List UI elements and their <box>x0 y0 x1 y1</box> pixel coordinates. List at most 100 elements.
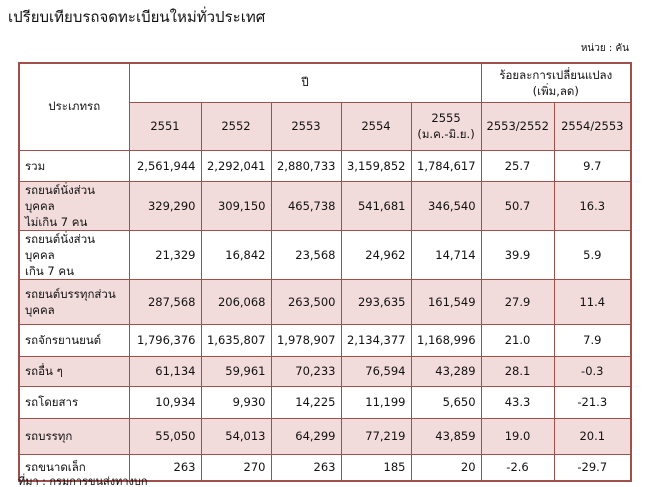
value-cell: 263 <box>128 453 202 482</box>
value-cell: 24,962 <box>340 229 412 280</box>
value-cell: 293,635 <box>340 278 412 325</box>
value-cell: 465,738 <box>270 180 342 231</box>
value-cell: -29.7 <box>553 453 632 482</box>
value-cell: -21.3 <box>553 385 632 419</box>
value-cell: 2,134,377 <box>340 323 412 357</box>
value-cell: 185 <box>340 453 412 482</box>
value-cell: 23,568 <box>270 229 342 280</box>
data-row: รถจักรยานยนต์ 1,796,376 1,635,807 1,978,907… <box>18 323 632 357</box>
value-cell: 5.9 <box>553 229 632 280</box>
text-line: รถยนต์นั่งส่วนบุคคล <box>25 182 96 213</box>
value-cell: 1,784,617 <box>410 149 482 182</box>
value-cell: 2,561,944 <box>128 149 202 182</box>
value-cell: -2.6 <box>480 453 555 482</box>
header-cell: 2555 (ม.ค.-มิ.ย.) <box>410 101 482 151</box>
value-cell: 5,650 <box>410 385 482 419</box>
value-cell: 541,681 <box>340 180 412 231</box>
header-cell: ปี <box>128 62 482 103</box>
value-cell: 55,050 <box>128 417 202 455</box>
value-cell: 19.0 <box>480 417 555 455</box>
data-row: รถบรรทุก 55,050 54,013 64,299 77,219 43,859 19… <box>18 417 632 455</box>
value-cell: 14,225 <box>270 385 342 419</box>
value-cell: 1,168,996 <box>410 323 482 357</box>
text-line: ร้อยละการเปลี่ยนแปลง <box>499 67 613 82</box>
data-row: รถอื่น ๆ 61,134 59,961 70,233 76,594 43,289 28… <box>18 355 632 387</box>
text-line: รถบรรทุก <box>25 429 73 443</box>
value-cell: 270 <box>200 453 272 482</box>
source-note: ที่มา : กรมการขนส่งทางบก <box>18 475 148 487</box>
row-label: รถจักรยานยนต์ <box>18 323 130 357</box>
data-table: ประเภทรถ ปี ร้อยละการเปลี่ยนแปลง (เพิ่ม,ล… <box>18 62 633 482</box>
value-cell: 21.0 <box>480 323 555 357</box>
header-cell: 2553/2552 <box>480 101 555 151</box>
value-cell: 1,796,376 <box>128 323 202 357</box>
data-row: รถยนต์นั่งส่วนบุคคล เกิน 7 คน 21,329 16,842… <box>18 229 632 280</box>
header-cell: 2554 <box>340 101 412 151</box>
text-line: บุคคล <box>25 302 55 317</box>
text-line: (ม.ค.-มิ.ย.) <box>417 127 475 141</box>
header-row: 2551 2552 2553 2554 2555 (ม.ค.-มิ.ย.) 2553/255… <box>19 101 632 151</box>
value-cell: 43.3 <box>480 385 555 419</box>
value-cell: 9,930 <box>200 385 272 419</box>
value-cell: 206,068 <box>200 278 272 325</box>
text-line: รถอื่น ๆ <box>25 364 63 378</box>
text-line: รวม <box>25 158 46 173</box>
text-line: ไม่เกิน 7 คน <box>25 214 88 229</box>
header-cell: ร้อยละการเปลี่ยนแปลง (เพิ่ม,ลด) <box>480 62 632 103</box>
value-cell: 25.7 <box>480 149 555 182</box>
value-cell: 10,934 <box>128 385 202 419</box>
value-cell: 43,859 <box>410 417 482 455</box>
value-cell: 11,199 <box>340 385 412 419</box>
row-label: รถโดยสาร <box>18 385 130 419</box>
header-cell: 2553 <box>270 101 342 151</box>
value-cell: 64,299 <box>270 417 342 455</box>
value-cell: 61,134 <box>128 355 202 387</box>
value-cell: 16.3 <box>553 180 632 231</box>
value-cell: 263,500 <box>270 278 342 325</box>
header-row: ประเภทรถ ปี ร้อยละการเปลี่ยนแปลง (เพิ่ม,ล… <box>18 62 632 151</box>
text-line: 2552 <box>221 119 251 133</box>
value-cell: 287,568 <box>128 278 202 325</box>
text-line: รถยนต์บรรทุกส่วน <box>25 286 116 301</box>
data-row: รวม 2,561,944 2,292,041 2,880,733 3,159,852 1… <box>18 149 632 182</box>
value-cell: 21,329 <box>128 229 202 280</box>
value-cell: 346,540 <box>410 180 482 231</box>
value-cell: 28.1 <box>480 355 555 387</box>
value-cell: 11.4 <box>553 278 632 325</box>
title: เปรียบเทียบรถจดทะเบียนใหม่ทั่วประเทศ <box>8 8 266 26</box>
row-label: รวม <box>18 149 130 182</box>
text-line: 2553/2552 <box>486 119 549 133</box>
value-cell: 329,290 <box>128 180 202 231</box>
value-cell: 20.1 <box>553 417 632 455</box>
text-line: 2555 <box>431 111 461 125</box>
value-cell: 7.9 <box>553 323 632 357</box>
value-cell: 3,159,852 <box>340 149 412 182</box>
header-cell: 2552 <box>200 101 272 151</box>
value-cell: 263 <box>270 453 342 482</box>
value-cell: 2,292,041 <box>200 149 272 182</box>
table-body: ประเภทรถ ปี ร้อยละการเปลี่ยนแปลง (เพิ่ม,ล… <box>18 62 632 482</box>
text-line: 2554/2553 <box>561 119 624 133</box>
header-cell: 2551 <box>128 101 202 151</box>
value-cell: 161,549 <box>410 278 482 325</box>
unit-note: หน่วย : คัน <box>580 43 629 54</box>
data-row: รถยนต์นั่งส่วนบุคคล ไม่เกิน 7 คน 329,290 30… <box>18 180 632 231</box>
row-label: รถยนต์นั่งส่วนบุคคล ไม่เกิน 7 คน <box>18 180 130 231</box>
value-cell: 20 <box>410 453 482 482</box>
text-line: รถจักรยานยนต์ <box>25 333 102 347</box>
value-cell: 54,013 <box>200 417 272 455</box>
text-line: 2553 <box>291 119 321 133</box>
text-line: รถขนาดเล็ก <box>25 460 86 475</box>
text-line: 2554 <box>361 119 391 133</box>
value-cell: 77,219 <box>340 417 412 455</box>
text-line: รถยนต์นั่งส่วนบุคคล <box>25 231 96 262</box>
text-line: 2551 <box>150 119 180 133</box>
row-label: รถยนต์นั่งส่วนบุคคล เกิน 7 คน <box>18 229 130 280</box>
row-label: รถขนาดเล็ก <box>18 453 130 482</box>
header-cell: ประเภทรถ <box>18 62 130 151</box>
value-cell: 1,978,907 <box>270 323 342 357</box>
value-cell: 27.9 <box>480 278 555 325</box>
text-line: รถโดยสาร <box>25 395 79 409</box>
value-cell: 59,961 <box>200 355 272 387</box>
